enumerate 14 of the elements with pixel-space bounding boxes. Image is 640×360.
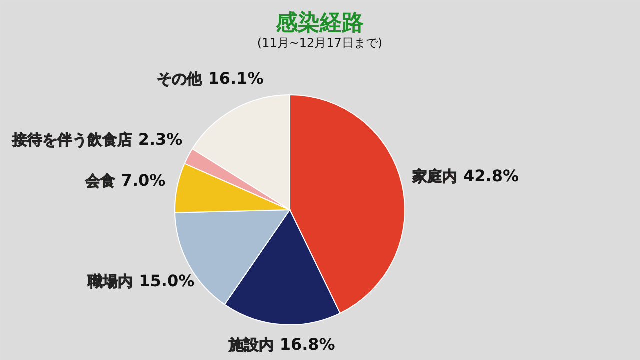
slice-label: 接待を伴う飲食店 — [11, 130, 132, 149]
data-label: 16.1% — [208, 68, 264, 88]
slice-label: 職場内 — [87, 272, 134, 290]
slice-label: その他 — [157, 70, 204, 88]
slice-label: 施設内 — [228, 336, 274, 354]
data-label: 7.0% — [121, 170, 166, 190]
chart-title: 感染経路 — [275, 10, 364, 36]
slice-label: 会食 — [84, 172, 116, 190]
data-label: 15.0% — [139, 271, 195, 290]
chart-subtitle: (11月~12月17日まで) — [257, 36, 383, 50]
data-label: 42.8% — [464, 166, 520, 186]
data-label: 2.3% — [138, 130, 183, 149]
slice-label: 家庭内 — [412, 167, 458, 186]
data-label: 16.8% — [280, 335, 336, 354]
